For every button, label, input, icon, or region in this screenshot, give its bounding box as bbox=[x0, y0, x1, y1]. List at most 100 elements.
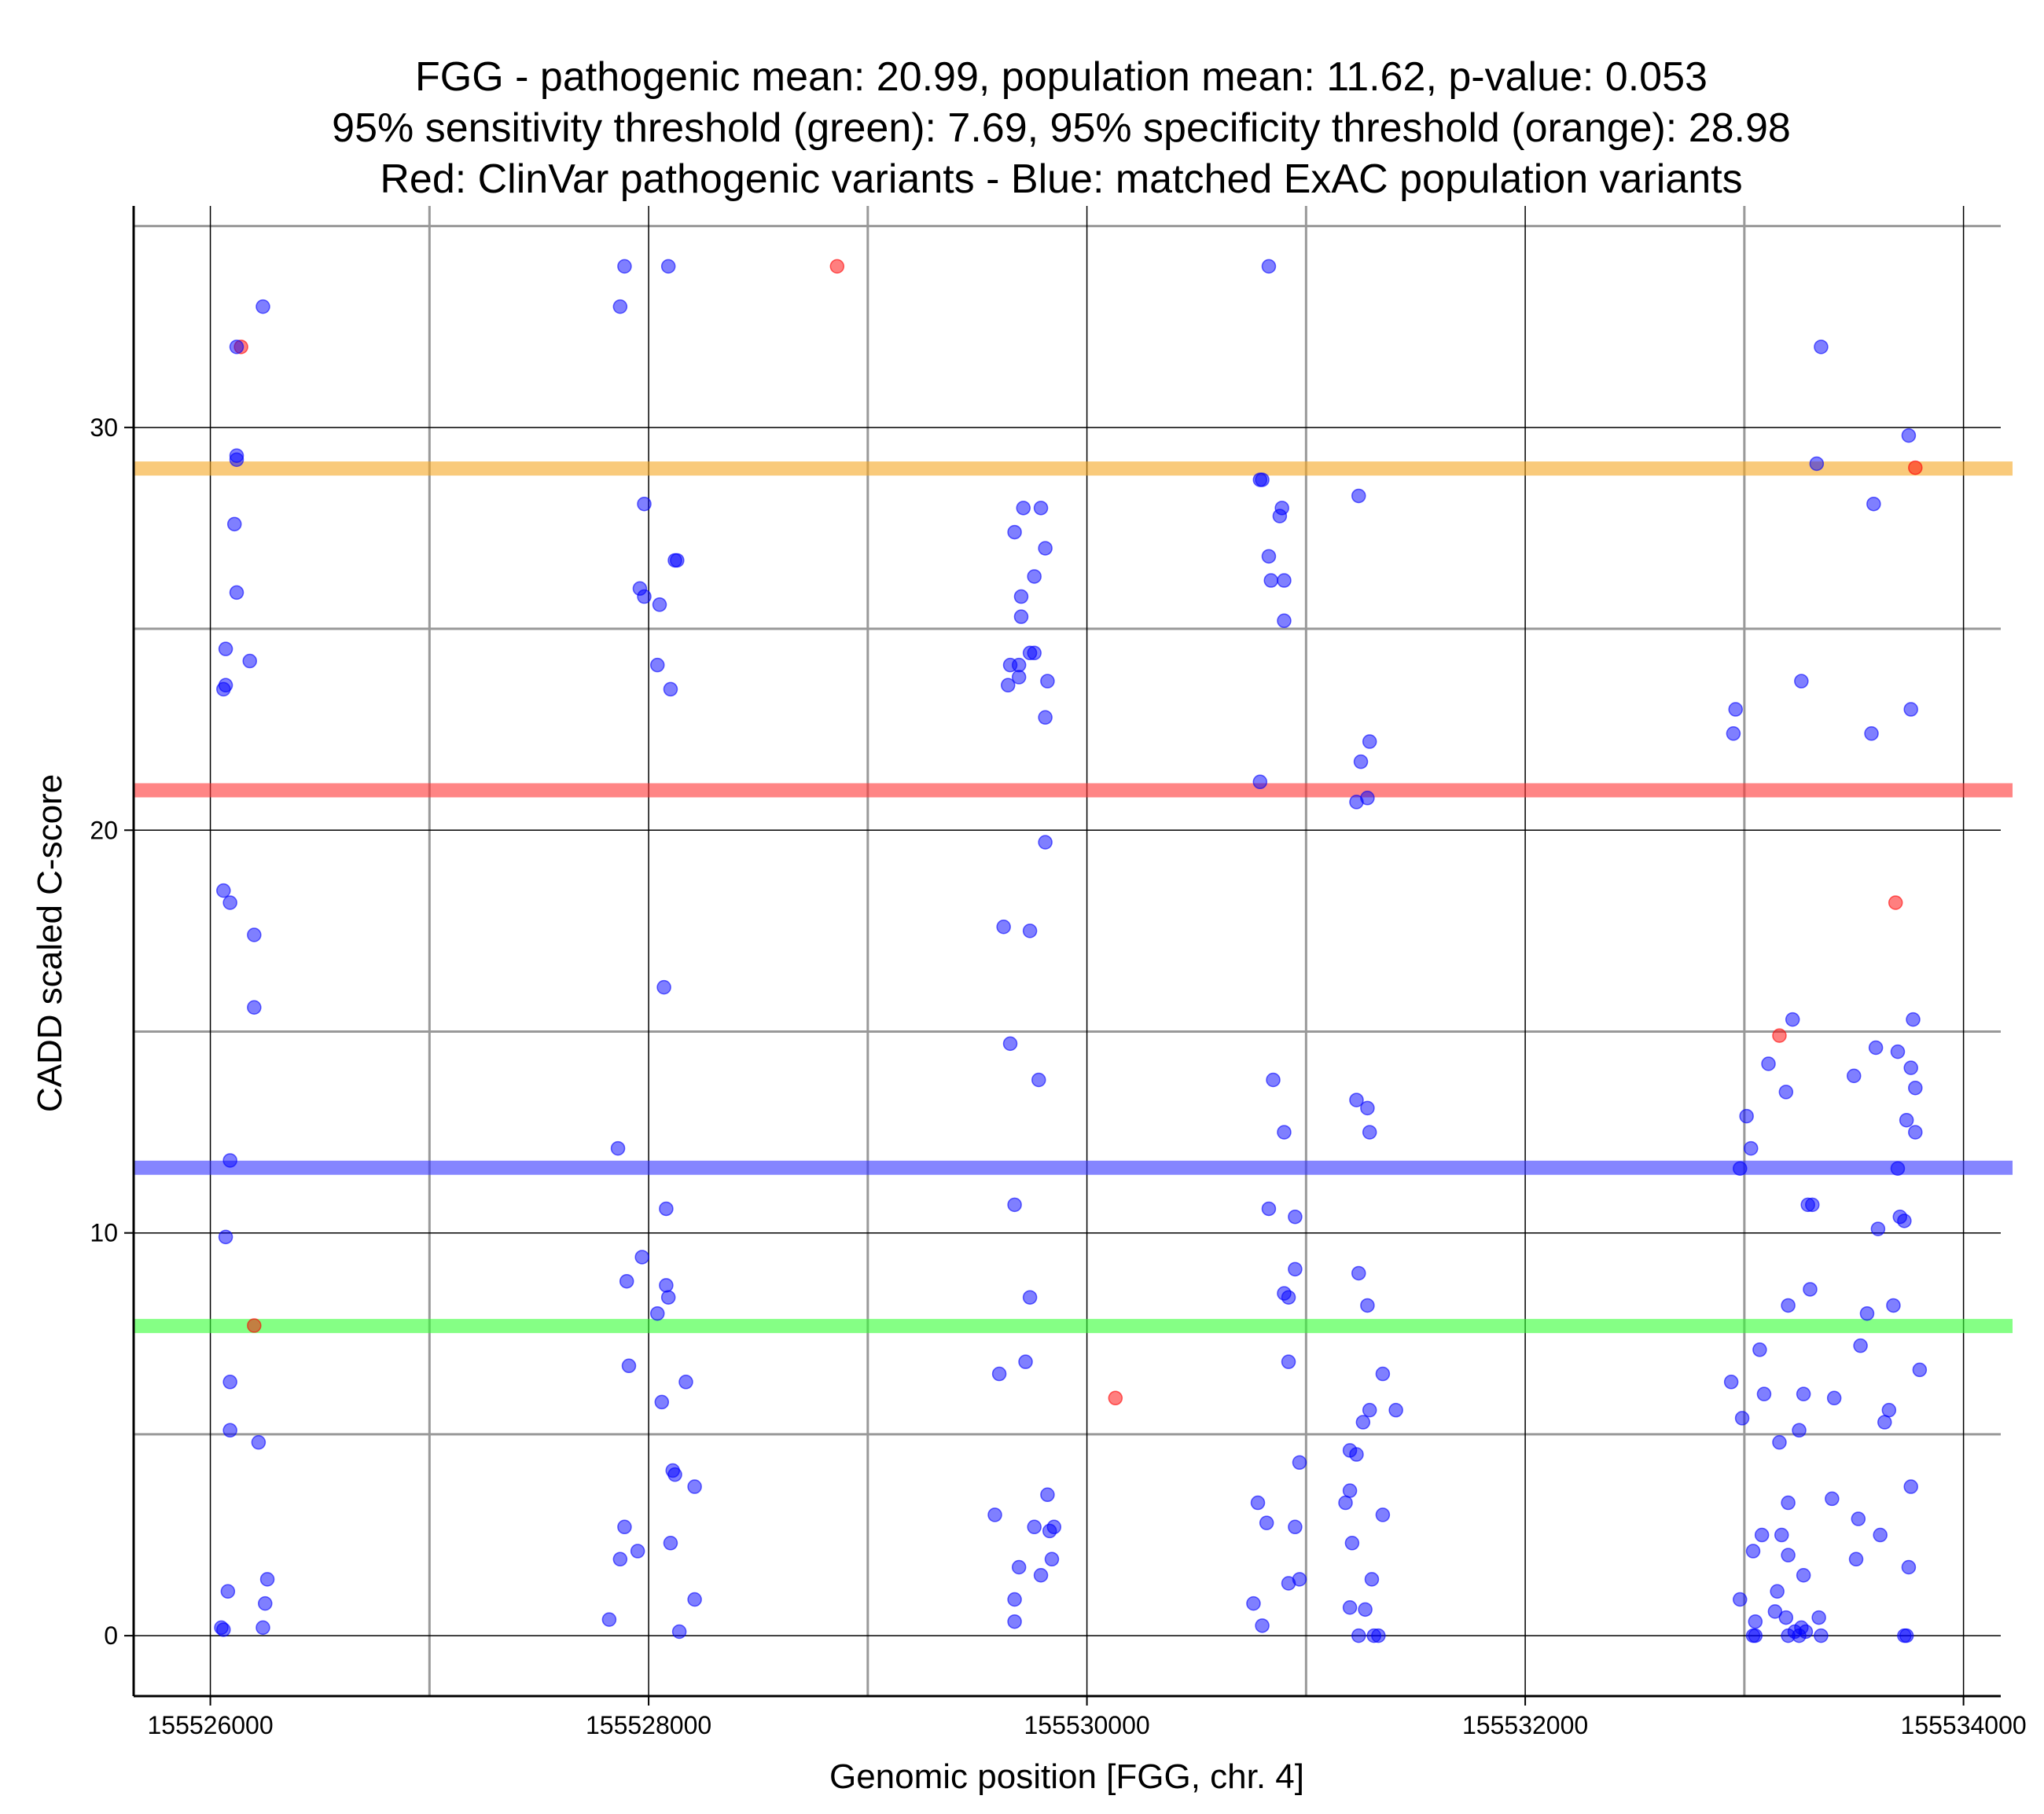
population-point bbox=[1033, 501, 1049, 516]
population-point bbox=[1792, 1423, 1807, 1438]
population-point bbox=[1781, 1548, 1796, 1562]
population-point bbox=[1272, 509, 1288, 523]
population-point bbox=[1733, 1161, 1748, 1176]
population-point bbox=[612, 1551, 628, 1567]
population-point bbox=[619, 1273, 634, 1289]
pathogenic-point bbox=[1888, 895, 1903, 910]
pathogenic-point bbox=[1908, 460, 1923, 476]
population-point bbox=[1013, 609, 1029, 624]
population-point bbox=[1007, 1592, 1022, 1607]
population-point bbox=[1358, 1602, 1373, 1618]
population-point bbox=[1351, 1628, 1366, 1643]
population-point bbox=[687, 1592, 702, 1607]
population-point bbox=[1881, 1402, 1897, 1418]
population-point bbox=[1752, 1342, 1767, 1357]
population-point bbox=[1723, 1375, 1739, 1390]
population-point bbox=[1351, 488, 1366, 504]
population-point bbox=[1748, 1614, 1763, 1629]
population-point bbox=[1890, 1044, 1906, 1059]
population-point bbox=[1252, 774, 1268, 790]
population-point bbox=[1038, 541, 1053, 556]
y-axis-label: CADD scaled C-score bbox=[31, 774, 69, 1112]
population-point bbox=[1826, 1390, 1842, 1406]
population-point bbox=[1000, 677, 1016, 693]
population-point bbox=[1748, 1628, 1763, 1643]
population-point bbox=[1038, 710, 1053, 725]
population-point bbox=[1013, 589, 1029, 604]
population-point bbox=[1726, 726, 1741, 741]
population-point bbox=[1794, 674, 1809, 689]
pathogenic-point bbox=[247, 1318, 262, 1333]
population-point bbox=[1781, 1298, 1796, 1313]
population-point bbox=[1848, 1551, 1864, 1567]
population-point bbox=[1899, 1112, 1914, 1128]
population-point bbox=[1344, 1536, 1360, 1551]
population-point bbox=[1778, 1085, 1794, 1100]
population-point bbox=[1042, 1523, 1057, 1539]
population-point bbox=[222, 1423, 237, 1438]
population-point bbox=[1261, 259, 1277, 274]
population-point bbox=[1774, 1527, 1789, 1543]
population-point bbox=[1743, 1140, 1759, 1156]
population-point bbox=[1355, 1415, 1371, 1430]
population-point bbox=[601, 1612, 617, 1627]
x-axis-label: Genomic position [FGG, chr. 4] bbox=[829, 1757, 1304, 1796]
population-point bbox=[1281, 1576, 1296, 1591]
population-point bbox=[1263, 573, 1278, 588]
population-point bbox=[1792, 1628, 1807, 1643]
pathogenic-point bbox=[1772, 1028, 1787, 1043]
population-point bbox=[1288, 1261, 1303, 1277]
population-point bbox=[1375, 1507, 1391, 1522]
population-point bbox=[1805, 1197, 1820, 1213]
population-point bbox=[229, 585, 244, 600]
population-point bbox=[1803, 1282, 1818, 1297]
population-point bbox=[1908, 1080, 1923, 1096]
population-point bbox=[1007, 1614, 1022, 1629]
population-point bbox=[660, 259, 676, 274]
population-point bbox=[1870, 1221, 1886, 1236]
population-point bbox=[1277, 1125, 1292, 1140]
y-tick-label: 20 bbox=[90, 816, 118, 844]
population-point bbox=[1011, 670, 1027, 685]
population-point bbox=[1351, 1265, 1366, 1281]
population-point bbox=[1745, 1544, 1761, 1559]
population-point bbox=[1250, 1495, 1266, 1511]
population-point bbox=[1733, 1592, 1748, 1607]
population-point bbox=[1338, 1495, 1353, 1511]
population-point bbox=[1033, 1568, 1049, 1583]
population-point bbox=[1772, 1434, 1787, 1450]
population-point bbox=[247, 1000, 262, 1015]
population-point bbox=[1007, 524, 1022, 540]
population-point bbox=[656, 979, 671, 995]
population-point bbox=[1277, 613, 1292, 629]
population-point bbox=[256, 299, 270, 314]
population-point bbox=[1825, 1491, 1840, 1507]
population-point bbox=[1814, 340, 1829, 354]
population-point bbox=[671, 1624, 687, 1640]
population-point bbox=[670, 553, 685, 568]
population-point bbox=[1018, 1354, 1033, 1369]
population-point bbox=[222, 1153, 237, 1168]
population-point bbox=[1912, 1362, 1928, 1378]
population-point bbox=[1906, 1012, 1921, 1027]
population-point bbox=[1903, 702, 1918, 717]
population-point bbox=[1259, 1515, 1274, 1530]
population-point bbox=[1770, 1584, 1785, 1599]
population-point bbox=[610, 1140, 626, 1156]
population-point bbox=[652, 597, 667, 612]
population-point bbox=[1255, 472, 1270, 487]
population-point bbox=[1781, 1495, 1796, 1511]
population-point bbox=[634, 1250, 649, 1265]
population-point bbox=[222, 1375, 237, 1390]
population-point bbox=[1814, 1628, 1829, 1643]
population-point bbox=[1739, 1108, 1754, 1124]
population-point bbox=[1754, 1527, 1770, 1543]
population-point bbox=[1349, 795, 1364, 810]
population-point bbox=[259, 1572, 275, 1587]
population-point bbox=[1890, 1161, 1906, 1176]
chart-title-line-1: FGG - pathogenic mean: 20.99, population… bbox=[415, 54, 1708, 100]
population-point bbox=[1002, 1036, 1018, 1052]
population-point bbox=[1040, 1487, 1055, 1503]
population-point bbox=[1360, 1100, 1375, 1116]
